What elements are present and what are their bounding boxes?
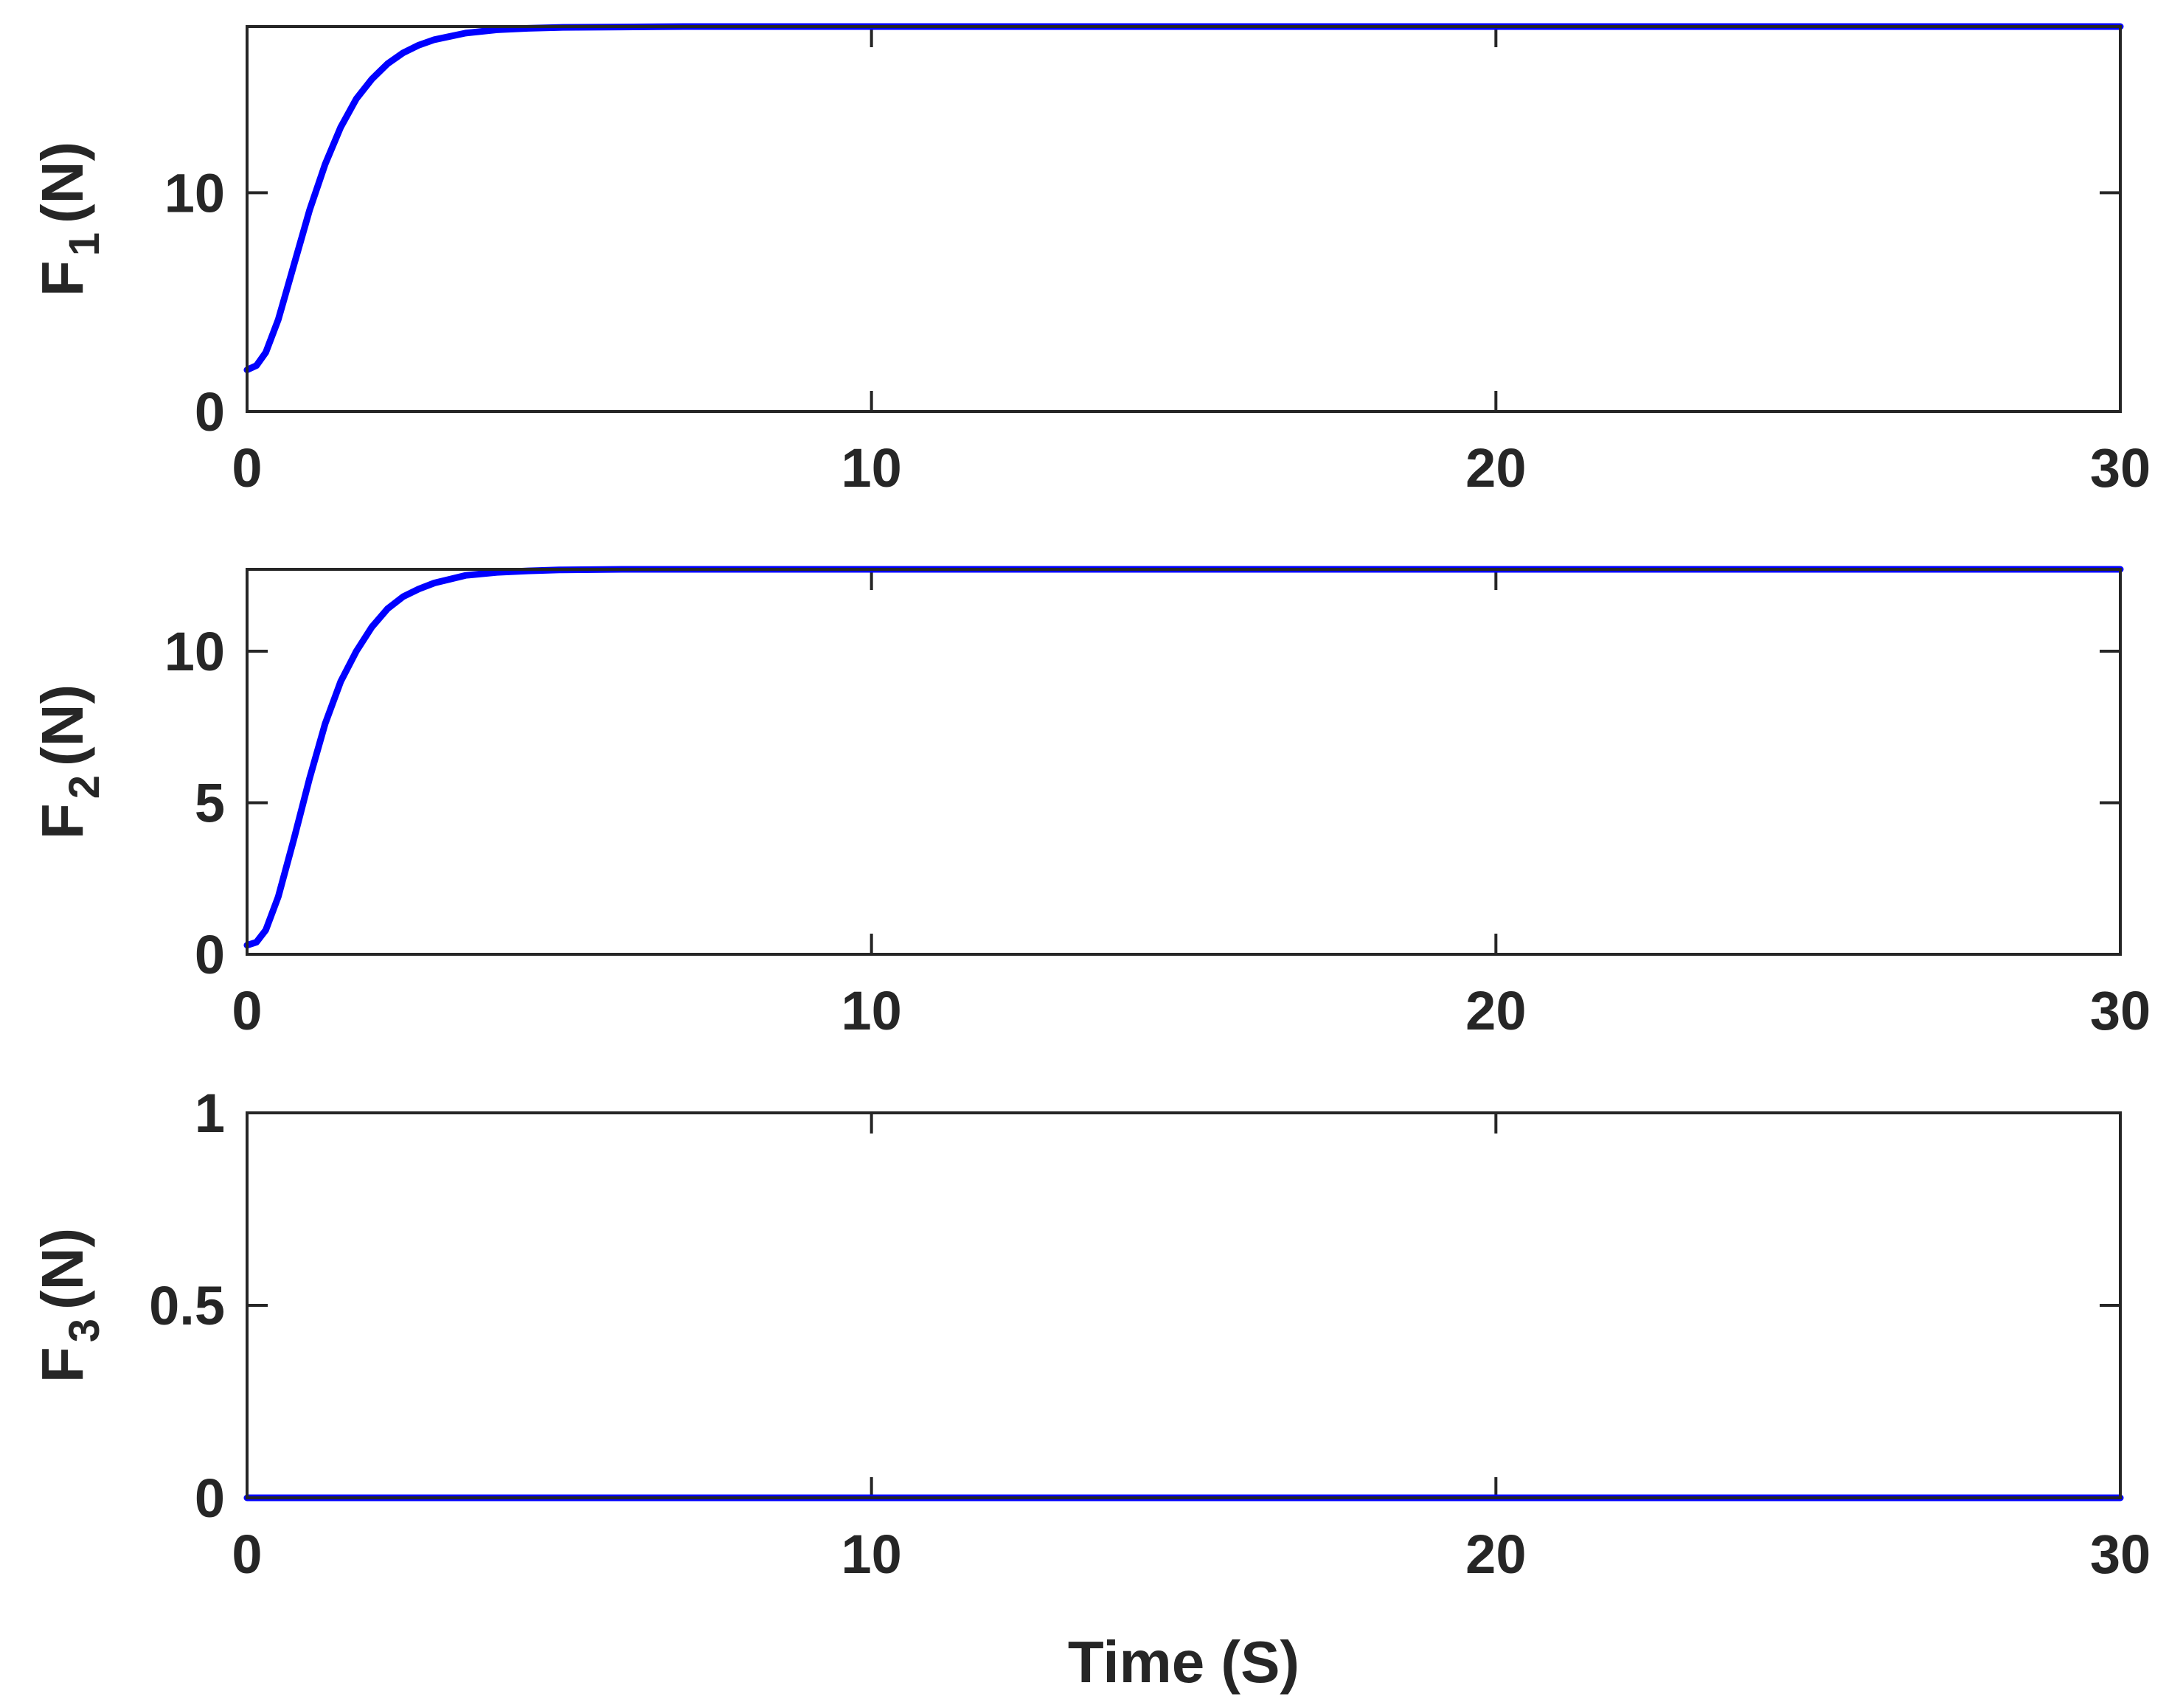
y-tick-label: 10 <box>164 162 225 223</box>
x-tick-label: 0 <box>232 980 262 1041</box>
y-tick-label: 0.5 <box>149 1275 225 1336</box>
axes-box <box>246 25 2122 413</box>
y-axis-label: F3(N) <box>30 1228 108 1383</box>
x-tick-label: 0 <box>232 1524 262 1585</box>
x-tick-label: 30 <box>2090 980 2151 1041</box>
x-tick-label: 30 <box>2090 1524 2151 1585</box>
x-tick-label: 10 <box>841 980 902 1041</box>
y-tick-label: 5 <box>195 772 225 833</box>
x-tick-label: 30 <box>2090 437 2151 499</box>
x-tick-label: 20 <box>1465 1524 1526 1585</box>
x-tick-label: 10 <box>841 437 902 499</box>
y-tick-label: 0 <box>195 381 225 442</box>
x-tick-label: 20 <box>1465 437 1526 499</box>
y-axis-label: F2(N) <box>30 684 108 839</box>
subplot-1: 0 10 20 30 0 10 F1(N) <box>30 23 2151 499</box>
subplot-2: 0 10 20 30 0 5 10 F2(N) <box>30 566 2151 1041</box>
x-tick-label: 10 <box>841 1524 902 1585</box>
axes-box <box>246 1111 2122 1499</box>
axes-box <box>246 568 2122 956</box>
y-tick-label: 0 <box>195 1468 225 1529</box>
subplot-3: 0 10 20 30 0 0.5 1 F3(N) Time (S) <box>30 1083 2151 1695</box>
x-tick-label: 20 <box>1465 980 1526 1041</box>
x-axis-label: Time (S) <box>1068 1629 1299 1695</box>
y-tick-label: 10 <box>164 621 225 682</box>
y-tick-label: 1 <box>195 1083 225 1144</box>
y-tick-label: 0 <box>195 924 225 985</box>
x-tick-label: 0 <box>232 437 262 499</box>
y-axis-label: F1(N) <box>30 142 108 296</box>
